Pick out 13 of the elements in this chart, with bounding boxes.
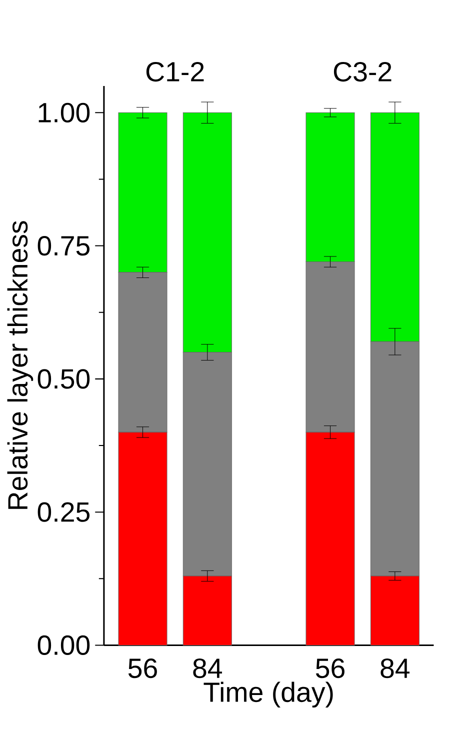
x-tick-label: 56 — [316, 658, 345, 678]
x-axis-title: Time (day) — [204, 682, 333, 708]
x-tick-label: 56 — [128, 658, 158, 678]
y-axis-title: Relative layer thickness — [8, 221, 34, 509]
y-tick-label: 0.75 — [38, 236, 90, 256]
y-tick-label: 1.00 — [39, 102, 90, 122]
x-tick-label: 84 — [380, 658, 410, 678]
y-tick-label: 0.50 — [38, 369, 90, 389]
text: C3-2 — [334, 62, 392, 82]
x-tick-label: 84 — [193, 658, 222, 678]
y-tick-label: 0.25 — [38, 502, 90, 522]
text: C1-2 — [146, 62, 204, 82]
y-tick-label: 0.00 — [38, 635, 90, 656]
